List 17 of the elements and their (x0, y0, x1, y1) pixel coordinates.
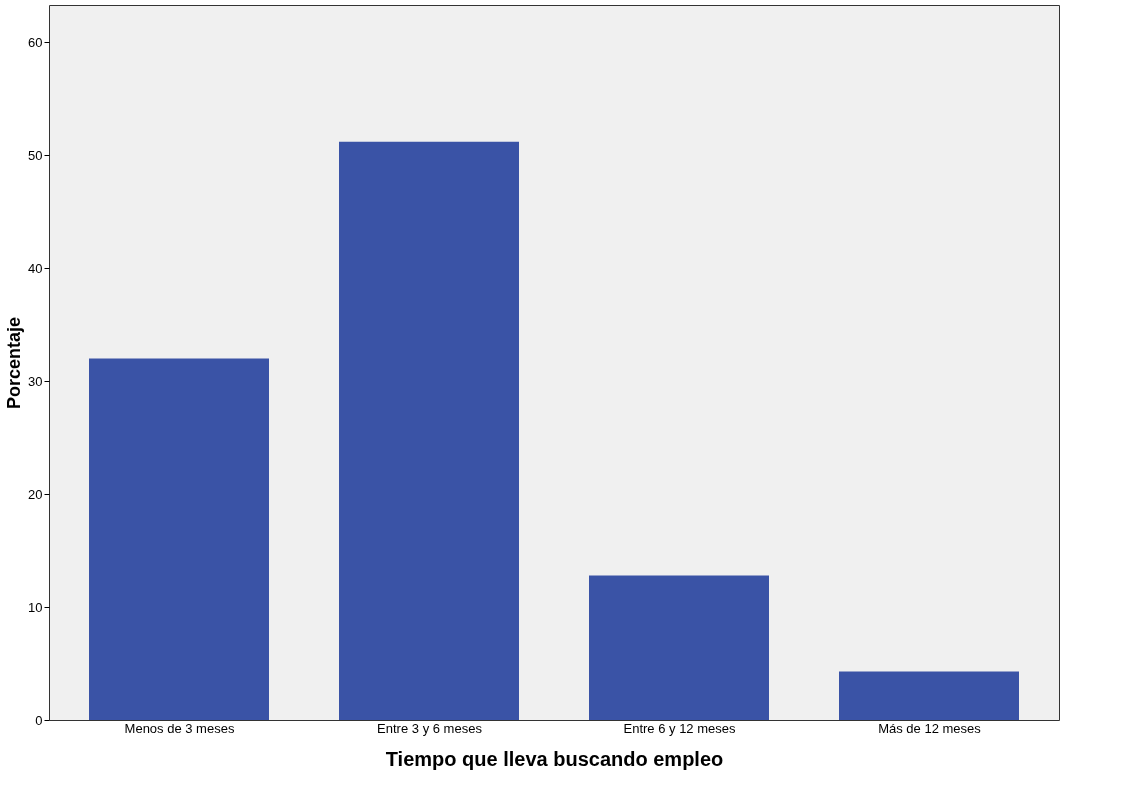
bar (839, 671, 1019, 720)
x-tick-label: Menos de 3 meses (124, 720, 235, 736)
y-tick-label: 20 (28, 486, 43, 502)
y-tick-label: 40 (28, 260, 43, 276)
bar (339, 141, 519, 720)
y-tick-label: 60 (28, 34, 43, 50)
x-axis-title: Tiempo que lleva buscando empleo (385, 747, 724, 770)
y-axis-title: Porcentaje (4, 316, 25, 410)
y-tick-label: 30 (28, 373, 43, 389)
y-tick-label: 10 (28, 599, 43, 615)
y-tick-label: 50 (28, 147, 43, 163)
y-tick-label: 0 (35, 712, 43, 728)
x-tick-label: Entre 3 y 6 meses (377, 720, 483, 736)
x-tick-label: Más de 12 meses (878, 720, 982, 736)
x-tick-label: Entre 6 y 12 meses (623, 720, 736, 736)
bar (89, 358, 269, 720)
bar (589, 575, 769, 720)
